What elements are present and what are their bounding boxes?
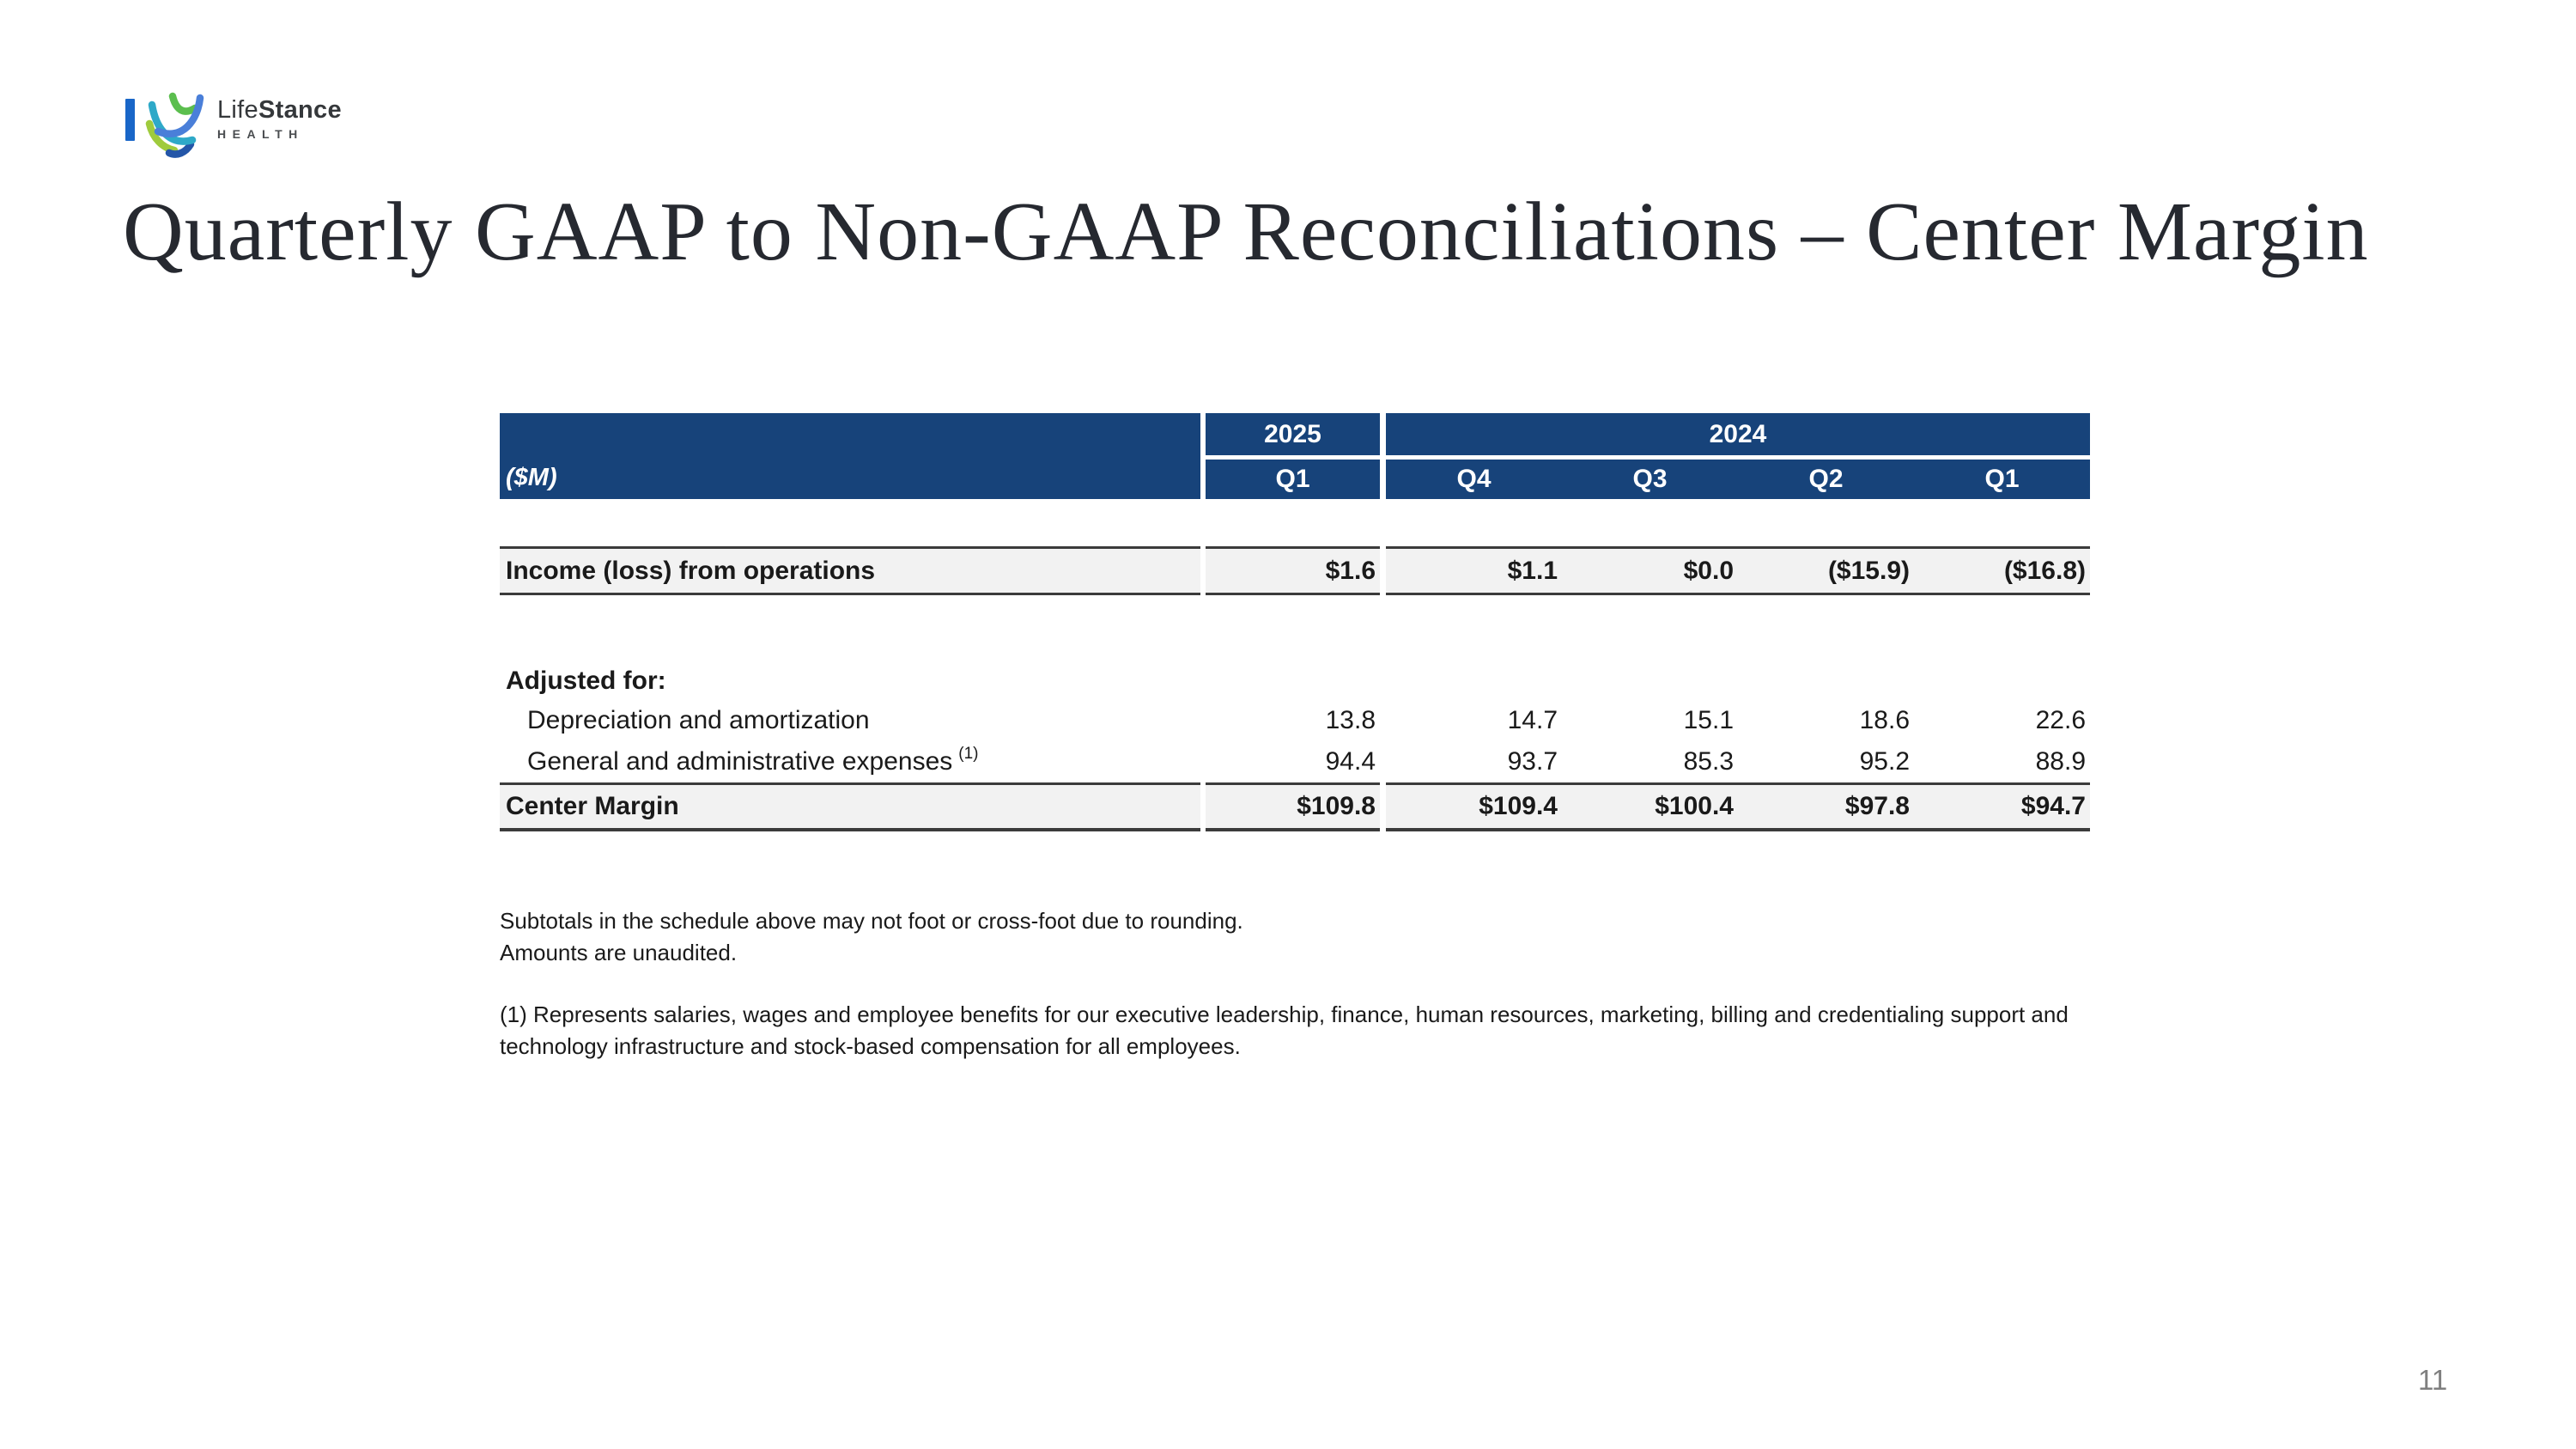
table-cell: $109.4 <box>1386 782 1562 831</box>
table-cell: $1.1 <box>1386 546 1562 595</box>
table-cell: 88.9 <box>2035 747 2086 776</box>
unit-label: ($M) <box>500 413 1200 499</box>
row-label: Center Margin <box>500 782 1200 831</box>
table-cell: 93.7 <box>1507 747 1558 776</box>
quarter-header: Q4 <box>1386 460 1562 499</box>
page-title: Quarterly GAAP to Non-GAAP Reconciliatio… <box>123 186 2369 278</box>
table-row-general-administrative-expenses: General and administrative expenses (1) … <box>500 741 2090 782</box>
table-cell: 85.3 <box>1683 747 1734 776</box>
logo-text: LifeStance HEALTH <box>217 91 342 141</box>
table-header: ($M) 2025 2024 Q1 Q4 Q3 Q2 Q1 <box>500 413 2090 499</box>
table-row-depreciation-amortization: Depreciation and amortization 13.8 14.7 … <box>500 700 2090 741</box>
year-header-2024: 2024 <box>1386 413 2090 455</box>
lifestance-logo: LifeStance HEALTH <box>125 91 342 160</box>
reconciliation-table: ($M) 2025 2024 Q1 Q4 Q3 Q2 Q1 Income (lo… <box>500 413 2090 831</box>
quarter-header: Q1 <box>1206 460 1380 499</box>
table-cell: ($15.9) <box>1738 546 1914 595</box>
table-row-adjusted-for: Adjusted for: <box>500 662 2090 700</box>
table-cell: 22.6 <box>2035 706 2086 734</box>
footnote-rounding: Subtotals in the schedule above may not … <box>500 908 1243 965</box>
logo-accent-bar <box>125 99 135 141</box>
table-row-income-from-operations: Income (loss) from operations $1.6 $1.1 … <box>500 546 2090 595</box>
year-header-2025: 2025 <box>1206 413 1380 455</box>
page-number: 11 <box>2418 1364 2448 1396</box>
table-cell: $1.6 <box>1206 546 1380 595</box>
row-label-text: General and administrative expenses <box>527 747 953 776</box>
row-label: Adjusted for: <box>506 667 666 695</box>
quarter-header: Q2 <box>1738 460 1914 499</box>
table-cell: $100.4 <box>1562 782 1738 831</box>
table-cell: $94.7 <box>1914 782 2090 831</box>
table-cell: $97.8 <box>1738 782 1914 831</box>
table-cell: 95.2 <box>1859 747 1910 776</box>
row-label: Income (loss) from operations <box>500 546 1200 595</box>
row-label: General and administrative expenses (1) <box>500 741 1200 782</box>
logo-wordmark: LifeStance <box>217 96 342 124</box>
logo-subtitle: HEALTH <box>217 127 304 141</box>
table-row-center-margin: Center Margin $109.8 $109.4 $100.4 $97.8… <box>500 782 2090 831</box>
table-cell: ($16.8) <box>1914 546 2090 595</box>
footnote-ref: (1) <box>958 745 979 763</box>
table-cell: 13.8 <box>1325 706 1376 734</box>
lifestance-logo-mark-icon <box>145 92 204 158</box>
table-cell: $0.0 <box>1562 546 1738 595</box>
table-cell: 14.7 <box>1507 706 1558 734</box>
table-cell: $109.8 <box>1206 782 1380 831</box>
row-label: Depreciation and amortization <box>527 706 870 734</box>
table-cell: 15.1 <box>1683 706 1734 734</box>
quarter-header: Q1 <box>1914 460 2090 499</box>
footnote-1-definition: (1) Represents salaries, wages and emplo… <box>500 1002 2069 1059</box>
table-cell: 94.4 <box>1325 747 1376 776</box>
quarter-header: Q3 <box>1562 460 1738 499</box>
table-cell: 18.6 <box>1859 706 1910 734</box>
